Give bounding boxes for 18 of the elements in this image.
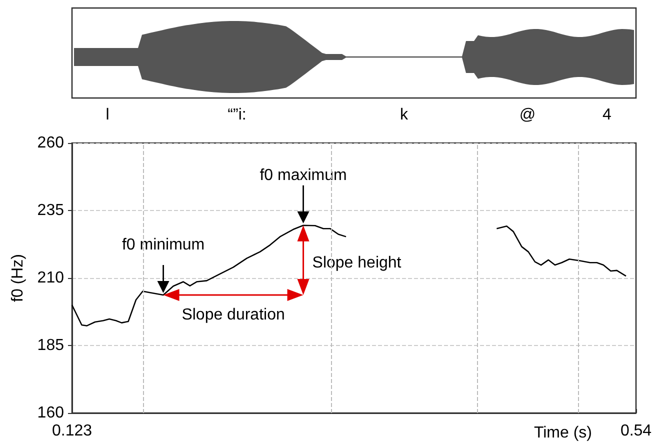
x-tick-label: 0.54 xyxy=(620,422,652,440)
x-axis-title: Time (s) xyxy=(534,424,592,442)
text: “”i: xyxy=(228,106,246,124)
y-tick-label: 210 xyxy=(37,270,64,286)
text: k xyxy=(400,106,409,124)
annotation: Slope duration xyxy=(182,306,285,324)
text: @ xyxy=(519,106,536,124)
y-tick-label: 235 xyxy=(37,202,64,219)
y-axis-title: f0 (Hz) xyxy=(10,254,26,302)
text: 4 xyxy=(602,106,612,124)
annotation: Slope height xyxy=(312,254,402,272)
text: l xyxy=(106,106,110,124)
annotation: f0 maximum xyxy=(260,166,347,184)
annotation: f0 minimum xyxy=(122,236,205,254)
y-tick-label: 160 xyxy=(37,404,64,422)
y-tick-label: 185 xyxy=(37,337,64,354)
y-tick-label: 260 xyxy=(37,134,64,152)
x-tick-label: 0.123 xyxy=(52,422,92,440)
